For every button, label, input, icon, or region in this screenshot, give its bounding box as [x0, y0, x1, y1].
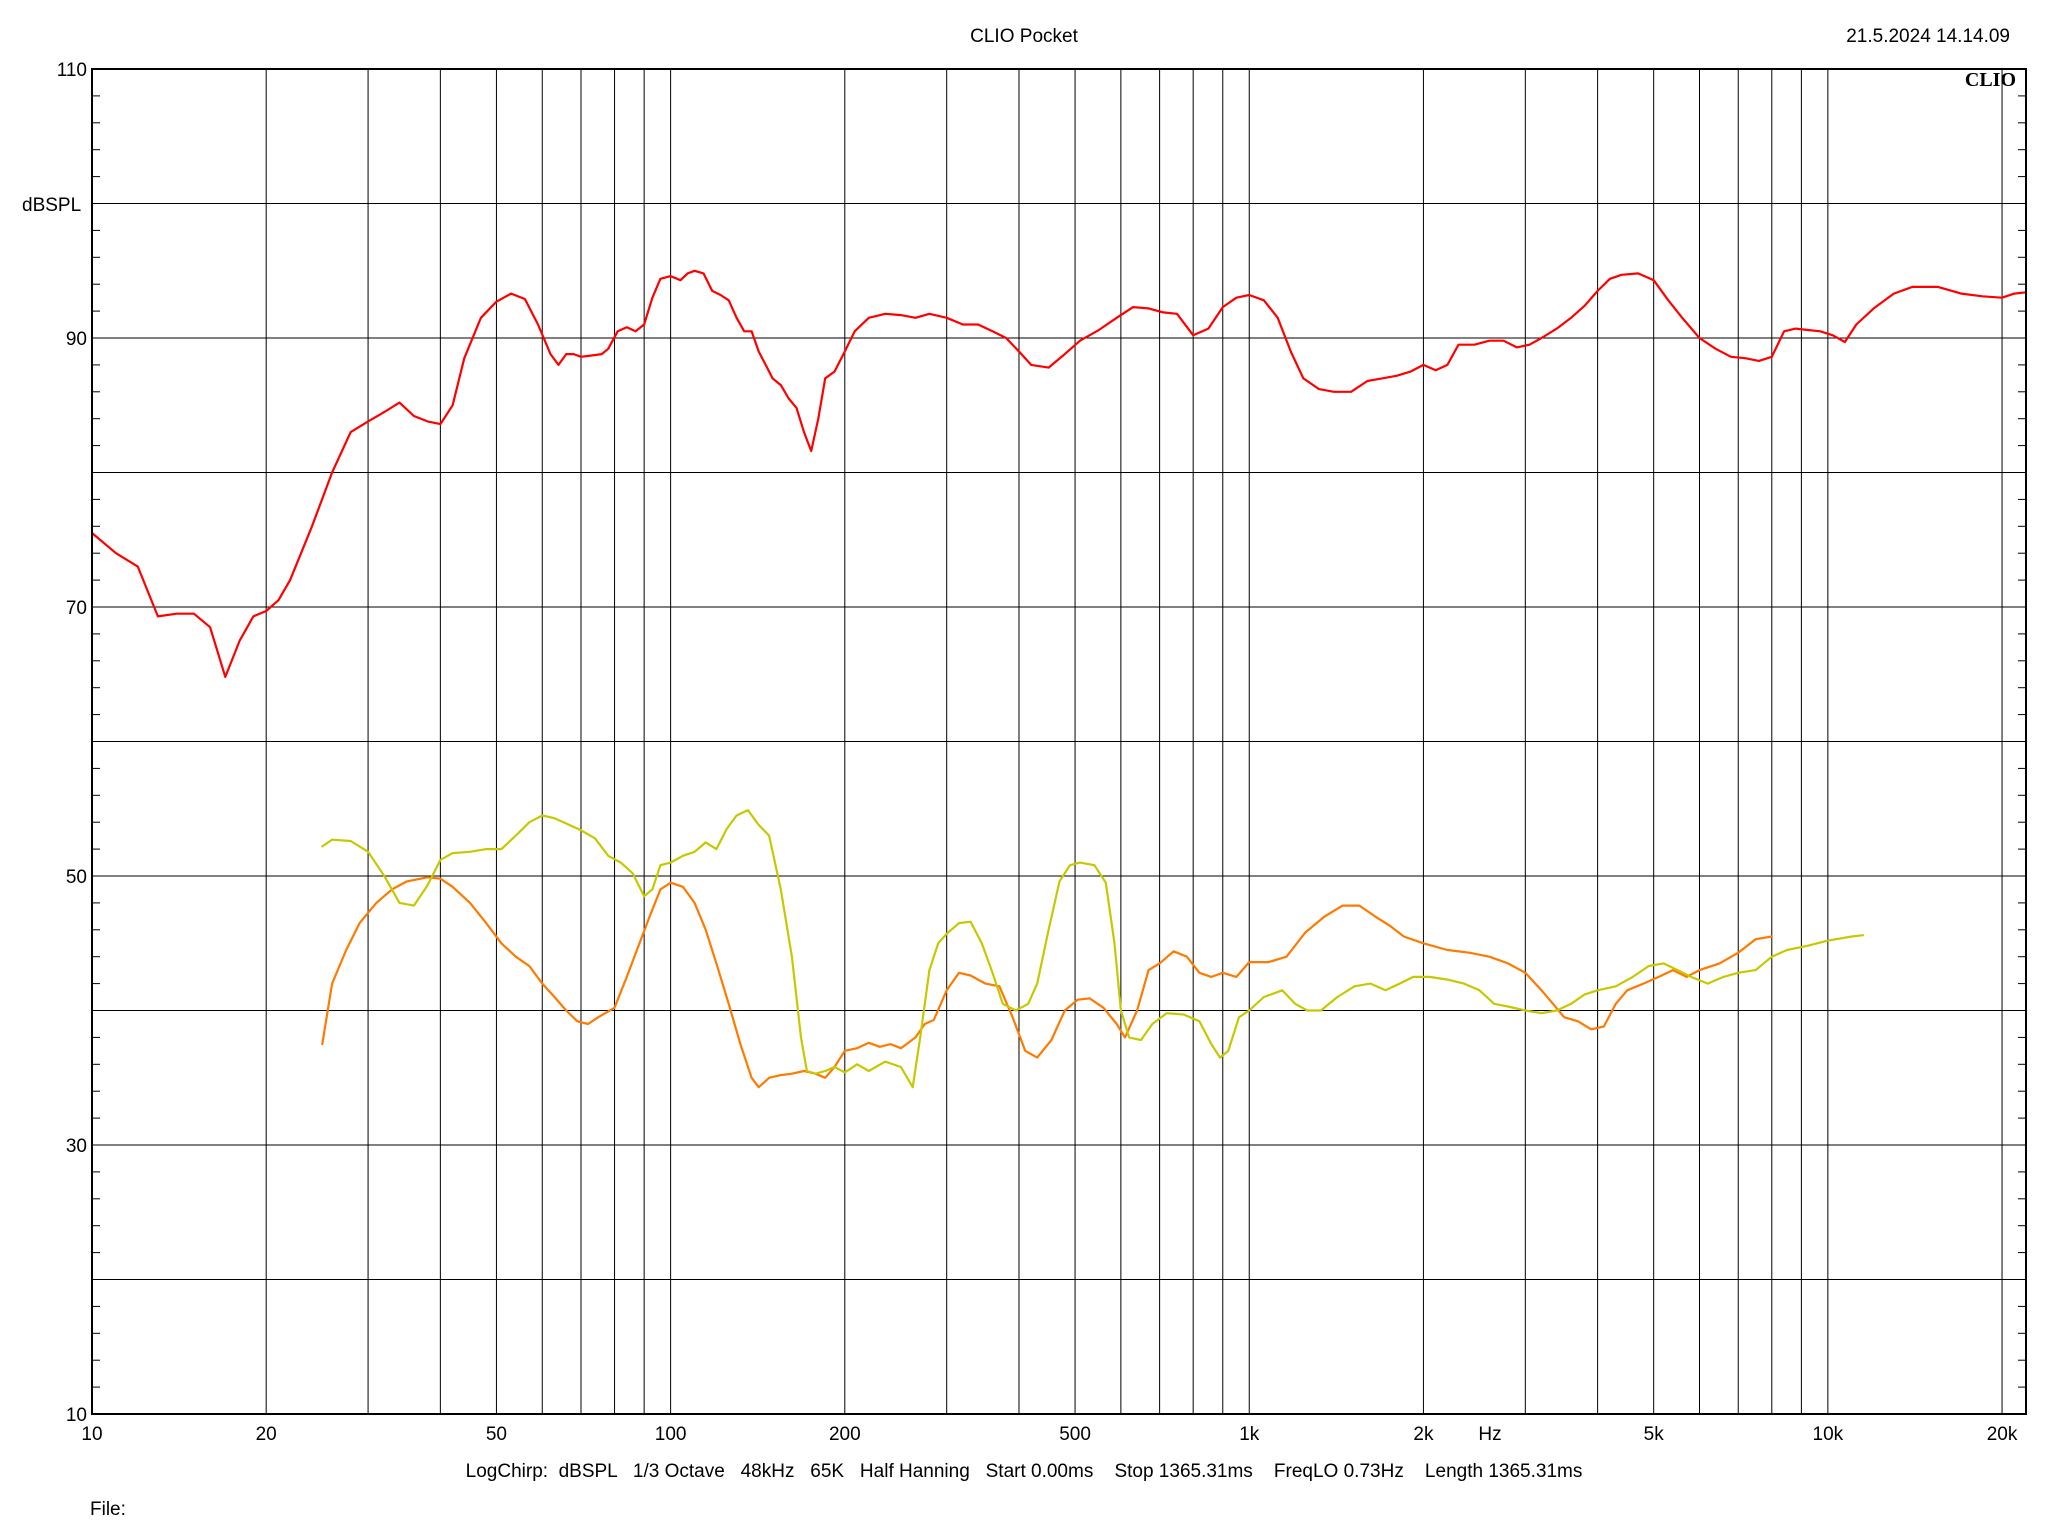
x-tick-label: 1k [1239, 1424, 1260, 1445]
series-line-1 [90, 269, 2028, 678]
x-tick-label: 10k [1813, 1424, 1844, 1445]
timestamp: 21.5.2024 14.14.09 [1846, 26, 2010, 47]
series-line-3 [321, 809, 1865, 1089]
measurement-settings: LogChirp: dBSPL 1/3 Octave 48kHz 65K Hal… [466, 1461, 1583, 1482]
x-tick-label: 500 [1059, 1424, 1091, 1445]
series-layer [90, 269, 2028, 1089]
y-tick-label: 10 [66, 1405, 87, 1426]
y-axis-label: dBSPL [22, 195, 81, 216]
x-tick-labels: 10 20 50 100 200 500 1k 2k 5k 10k 20k [81, 1424, 2017, 1445]
x-tick-label: 10 [81, 1424, 102, 1445]
y-tick-label: 70 [66, 598, 87, 619]
grid-lines [92, 68, 2026, 1415]
x-tick-label: 20 [256, 1424, 277, 1445]
x-tick-label: 50 [486, 1424, 507, 1445]
x-tick-label: 2k [1413, 1424, 1434, 1445]
y-tick-label: 30 [66, 1136, 87, 1157]
clio-logo: CLIO [1965, 69, 2016, 91]
y-tick-label: 110 [57, 60, 87, 81]
plot-frame [91, 68, 2027, 1415]
y-tick-label: 50 [66, 867, 87, 888]
x-axis-label: Hz [1478, 1424, 1501, 1445]
y-tick-label: 90 [66, 329, 87, 350]
x-tick-label: 20k [1987, 1424, 2018, 1445]
file-label: File: [90, 1499, 126, 1520]
x-tick-label: 100 [655, 1424, 687, 1445]
x-tick-label: 200 [829, 1424, 861, 1445]
chart-title: CLIO Pocket [970, 26, 1078, 47]
series-line-2 [321, 876, 1773, 1089]
x-tick-label: 5k [1644, 1424, 1665, 1445]
y-tick-labels: 10 30 50 70 90 110 [57, 60, 87, 1426]
